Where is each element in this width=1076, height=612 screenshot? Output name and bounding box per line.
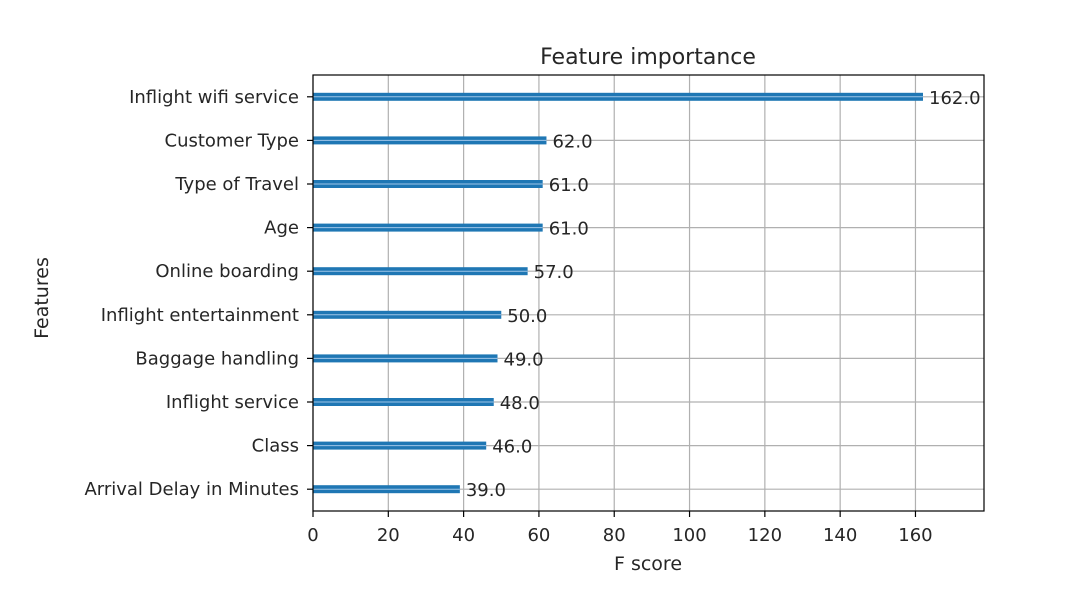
x-axis-label: F score bbox=[614, 553, 682, 575]
bar-value-label: 57.0 bbox=[534, 262, 574, 283]
x-tick-label: 0 bbox=[307, 525, 318, 546]
y-tick-label: Inflight service bbox=[166, 392, 299, 413]
x-tick-label: 100 bbox=[672, 525, 706, 546]
x-tick-label: 80 bbox=[603, 525, 626, 546]
y-tick-label: Baggage handling bbox=[135, 348, 299, 369]
y-tick-label: Inflight wifi service bbox=[129, 87, 299, 108]
x-tick-label: 60 bbox=[527, 525, 550, 546]
x-tick-label: 120 bbox=[748, 525, 782, 546]
chart-title: Feature importance bbox=[540, 45, 756, 70]
bar-value-label: 61.0 bbox=[549, 219, 589, 240]
y-tick-label: Type of Travel bbox=[174, 174, 299, 195]
y-tick-label: Class bbox=[252, 436, 299, 457]
bars-layer bbox=[313, 92, 923, 494]
x-tick-label: 20 bbox=[377, 525, 400, 546]
bar-value-label: 61.0 bbox=[549, 175, 589, 196]
value-labels: 162.0 62.0 61.0 61.0 57.0 50.0 49.0 48.0 46.0 39.… bbox=[466, 88, 981, 501]
bar-value-label: 62.0 bbox=[552, 131, 592, 152]
bar-value-label: 39.0 bbox=[466, 480, 506, 501]
y-axis-label: Features bbox=[31, 257, 53, 339]
bar-value-label: 49.0 bbox=[504, 349, 544, 370]
y-tick-label: Age bbox=[264, 218, 299, 239]
bar-value-label: 46.0 bbox=[492, 437, 532, 458]
x-tick-label: 140 bbox=[823, 525, 857, 546]
y-tick-label: Inflight entertainment bbox=[101, 305, 299, 326]
plot-frame bbox=[312, 74, 985, 512]
y-axis: Inflight wifi service Customer Type Type o… bbox=[84, 87, 313, 500]
x-tick-label: 160 bbox=[898, 525, 932, 546]
x-axis: 0 20 40 60 80 100 120 140 160 bbox=[307, 511, 933, 546]
x-tick-label: 40 bbox=[452, 525, 475, 546]
y-tick-label: Arrival Delay in Minutes bbox=[84, 479, 299, 500]
y-tick-label: Customer Type bbox=[165, 130, 300, 151]
bar-value-label: 50.0 bbox=[507, 306, 547, 327]
y-tick-label: Online boarding bbox=[155, 261, 299, 282]
bar-value-label: 48.0 bbox=[500, 393, 540, 414]
bar-value-label: 162.0 bbox=[929, 88, 981, 109]
